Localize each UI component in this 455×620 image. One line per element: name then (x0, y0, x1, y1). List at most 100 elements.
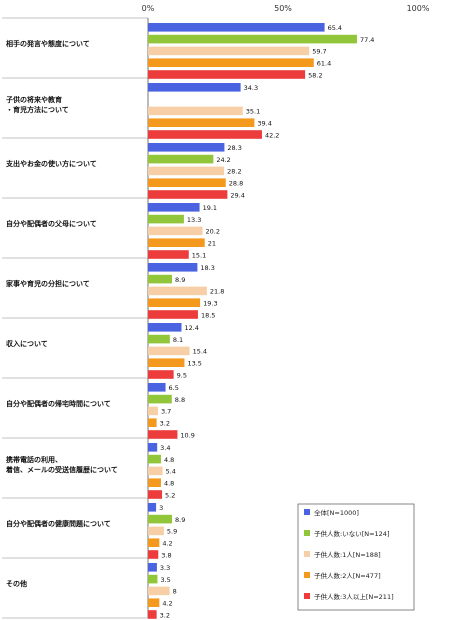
category-label-line: 収入について (6, 339, 48, 348)
bar (148, 358, 185, 367)
bar (148, 226, 203, 236)
legend-swatch (304, 593, 310, 599)
data-label: 8.9 (175, 276, 185, 284)
data-label: 5.4 (166, 468, 176, 476)
category-label: 家事や育児の分担について (6, 279, 90, 288)
legend-label: 子供人数:1人[N=188] (314, 550, 381, 559)
data-label: 13.5 (187, 360, 201, 368)
legend-label: 子供人数:2人[N=477] (314, 571, 381, 580)
category-label-line: 子供の将来や教育 (6, 95, 62, 104)
data-label: 3.5 (160, 576, 170, 584)
bar (148, 514, 173, 524)
bar (148, 46, 310, 56)
bar (148, 323, 182, 332)
category-label: 自分や配偶者の父母について (6, 219, 97, 228)
data-label: 19.3 (203, 300, 217, 308)
data-label: 5.2 (165, 491, 175, 499)
data-label: 4.2 (162, 600, 172, 608)
data-label: 3 (159, 504, 163, 512)
bar (148, 154, 214, 164)
data-label: 28.2 (227, 168, 241, 176)
data-label: 21.8 (210, 288, 224, 296)
data-label: 8 (173, 588, 177, 596)
bar (148, 166, 225, 176)
bar (148, 443, 158, 452)
bar (148, 310, 198, 319)
bar (148, 490, 163, 499)
category-label-line: その他 (6, 579, 27, 588)
category-label-line: 着信、メールの受送信履歴について (5, 465, 118, 474)
data-label: 39.4 (257, 120, 271, 128)
bar (148, 430, 178, 439)
data-label: 28.8 (229, 180, 243, 188)
category-label-line: 相手の発言や態度について (6, 39, 90, 48)
data-label: 77.4 (360, 36, 374, 44)
data-label: 13.3 (187, 216, 201, 224)
data-label: 20.2 (206, 228, 220, 236)
data-label: 6.5 (169, 384, 179, 392)
data-label: 15.4 (193, 348, 207, 356)
legend-label: 子供人数:3人以上[N=211] (314, 592, 394, 601)
data-label: 35.1 (246, 108, 260, 116)
bar (148, 286, 207, 296)
data-label: 61.4 (317, 60, 331, 68)
bar (148, 274, 173, 284)
bar (148, 478, 161, 487)
data-label: 29.4 (230, 191, 244, 199)
bar (148, 34, 357, 44)
bar (148, 454, 161, 464)
legend-label: 全体[N=1000] (314, 508, 359, 517)
bar (148, 550, 159, 559)
bar (148, 346, 190, 356)
bar (148, 190, 228, 199)
category-label-line: 家事や育児の分担について (6, 279, 90, 288)
legend-swatch (304, 509, 310, 515)
data-label: 5.9 (167, 528, 177, 536)
data-label: 18.5 (201, 311, 215, 319)
category-label-line: 支出やお金の使い方について (5, 159, 97, 168)
bar (148, 610, 157, 619)
data-label: 15.1 (192, 251, 206, 259)
category-label-line: 自分や配偶者の健康問題について (6, 519, 111, 528)
bar (148, 203, 200, 212)
category-label-line: 携帯電話の利用、 (6, 455, 62, 464)
bar (148, 526, 164, 536)
bar (148, 58, 314, 67)
bar (148, 406, 158, 416)
bar (148, 383, 166, 392)
data-label: 3.7 (161, 408, 171, 416)
legend-label: 子供人数:いない[N=124] (314, 529, 389, 538)
bar (148, 586, 170, 596)
bar (148, 598, 160, 607)
data-label: 8.8 (175, 396, 185, 404)
bar (148, 106, 243, 116)
bar (148, 118, 255, 127)
data-label: 10.9 (180, 431, 194, 439)
bar (148, 298, 201, 307)
category-label: 子供の将来や教育・育児方法について (6, 95, 69, 114)
legend-swatch (304, 530, 310, 536)
bar (148, 503, 157, 512)
data-label: 3.2 (160, 420, 170, 428)
category-label: 自分や配偶者の帰宅時間について (6, 399, 111, 408)
category-label: 相手の発言や態度について (6, 39, 90, 48)
category-label: 携帯電話の利用、着信、メールの受送信履歴について (5, 455, 118, 474)
category-label: 収入について (6, 339, 48, 348)
category-label: 自分や配偶者の健康問題について (6, 519, 111, 528)
data-label: 24.2 (216, 156, 230, 164)
bar (148, 238, 205, 247)
legend-swatch (304, 572, 310, 578)
bar (148, 466, 163, 476)
data-label: 59.7 (312, 48, 326, 56)
data-label: 12.4 (184, 324, 198, 332)
bar (148, 538, 160, 547)
data-label: 3.3 (160, 564, 170, 572)
bar (148, 370, 174, 379)
category-label-line: 自分や配偶者の帰宅時間について (6, 399, 111, 408)
data-label: 3.2 (160, 611, 170, 619)
data-label: 65.4 (328, 24, 342, 32)
bar (148, 394, 172, 404)
category-label-line: 自分や配偶者の父母について (6, 219, 97, 228)
bar (148, 574, 158, 584)
